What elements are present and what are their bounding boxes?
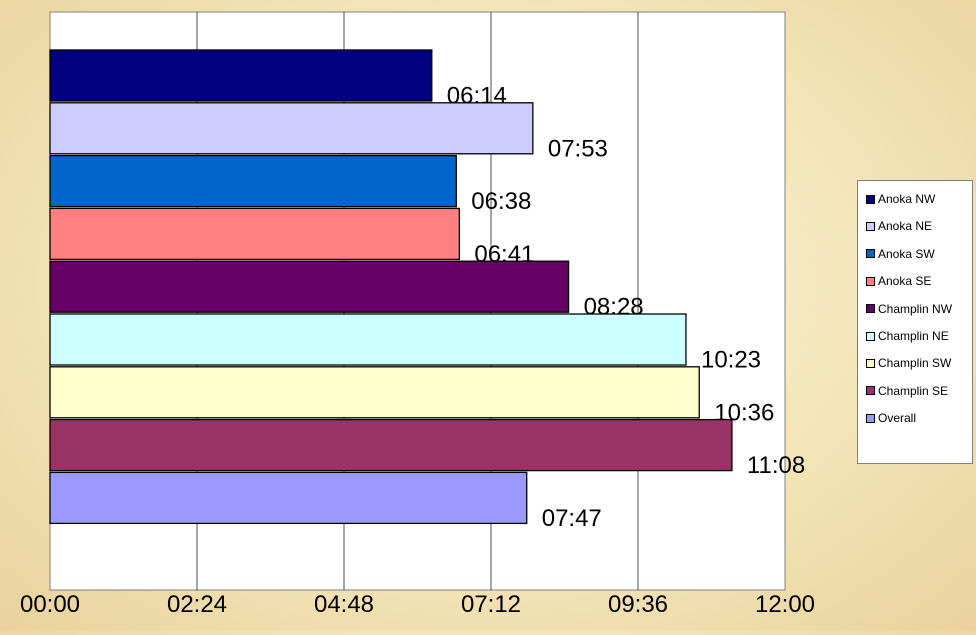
bar bbox=[49, 102, 534, 155]
data-label: 11:08 bbox=[747, 452, 805, 479]
legend-label: Anoka NW bbox=[878, 192, 936, 206]
legend-item: Anoka SE bbox=[866, 273, 931, 289]
legend-item: Anoka NW bbox=[866, 191, 935, 207]
bar bbox=[49, 49, 433, 102]
legend-label: Anoka SE bbox=[878, 274, 932, 289]
data-label: 06:38 bbox=[471, 188, 531, 215]
legend-label: Anoka SW bbox=[878, 246, 935, 261]
bar bbox=[49, 207, 461, 261]
bar bbox=[49, 154, 457, 208]
legend-swatch bbox=[866, 386, 875, 396]
x-tick-label: 09:36 bbox=[608, 591, 668, 618]
legend-swatch bbox=[866, 413, 875, 423]
legend-label: Overall bbox=[878, 411, 917, 426]
legend-swatch bbox=[866, 358, 875, 368]
legend-item: Champlin SE bbox=[866, 383, 948, 399]
legend-label: Anoka NE bbox=[878, 219, 933, 234]
data-label: 07:47 bbox=[542, 505, 602, 532]
legend-label: Champlin SW bbox=[878, 356, 952, 371]
legend-item: Champlin SW bbox=[866, 355, 951, 371]
legend-swatch bbox=[866, 194, 875, 204]
x-tick-label: 04:48 bbox=[314, 591, 374, 618]
legend-item: Overall bbox=[866, 410, 916, 426]
legend-item: Anoka NE bbox=[866, 218, 932, 234]
x-tick-label: 12:00 bbox=[755, 591, 815, 618]
legend-item: Champlin NE bbox=[866, 328, 949, 344]
legend-label: Champlin NE bbox=[878, 329, 949, 343]
legend-swatch bbox=[866, 221, 875, 231]
x-tick-label: 00:00 bbox=[20, 591, 80, 618]
legend-item: Anoka SW bbox=[866, 246, 935, 262]
bar bbox=[49, 313, 687, 366]
data-label: 07:53 bbox=[548, 135, 608, 162]
bar bbox=[49, 418, 733, 472]
legend-swatch bbox=[866, 249, 875, 259]
bar bbox=[49, 260, 570, 313]
legend-label: Champlin SE bbox=[878, 383, 949, 398]
x-tick-label: 07:12 bbox=[461, 591, 521, 618]
legend-label: Champlin NW bbox=[878, 301, 953, 316]
bar bbox=[49, 471, 528, 525]
legend-item: Champlin NW bbox=[866, 301, 952, 317]
legend-swatch bbox=[866, 304, 875, 314]
data-label: 10:23 bbox=[701, 347, 761, 374]
legend-swatch bbox=[866, 331, 875, 341]
x-tick-label: 02:24 bbox=[167, 591, 227, 618]
legend: Anoka NW Anoka NE Anoka SW Anoka SE Champlin… bbox=[857, 180, 973, 464]
bar bbox=[49, 366, 700, 419]
legend-swatch bbox=[866, 276, 875, 286]
